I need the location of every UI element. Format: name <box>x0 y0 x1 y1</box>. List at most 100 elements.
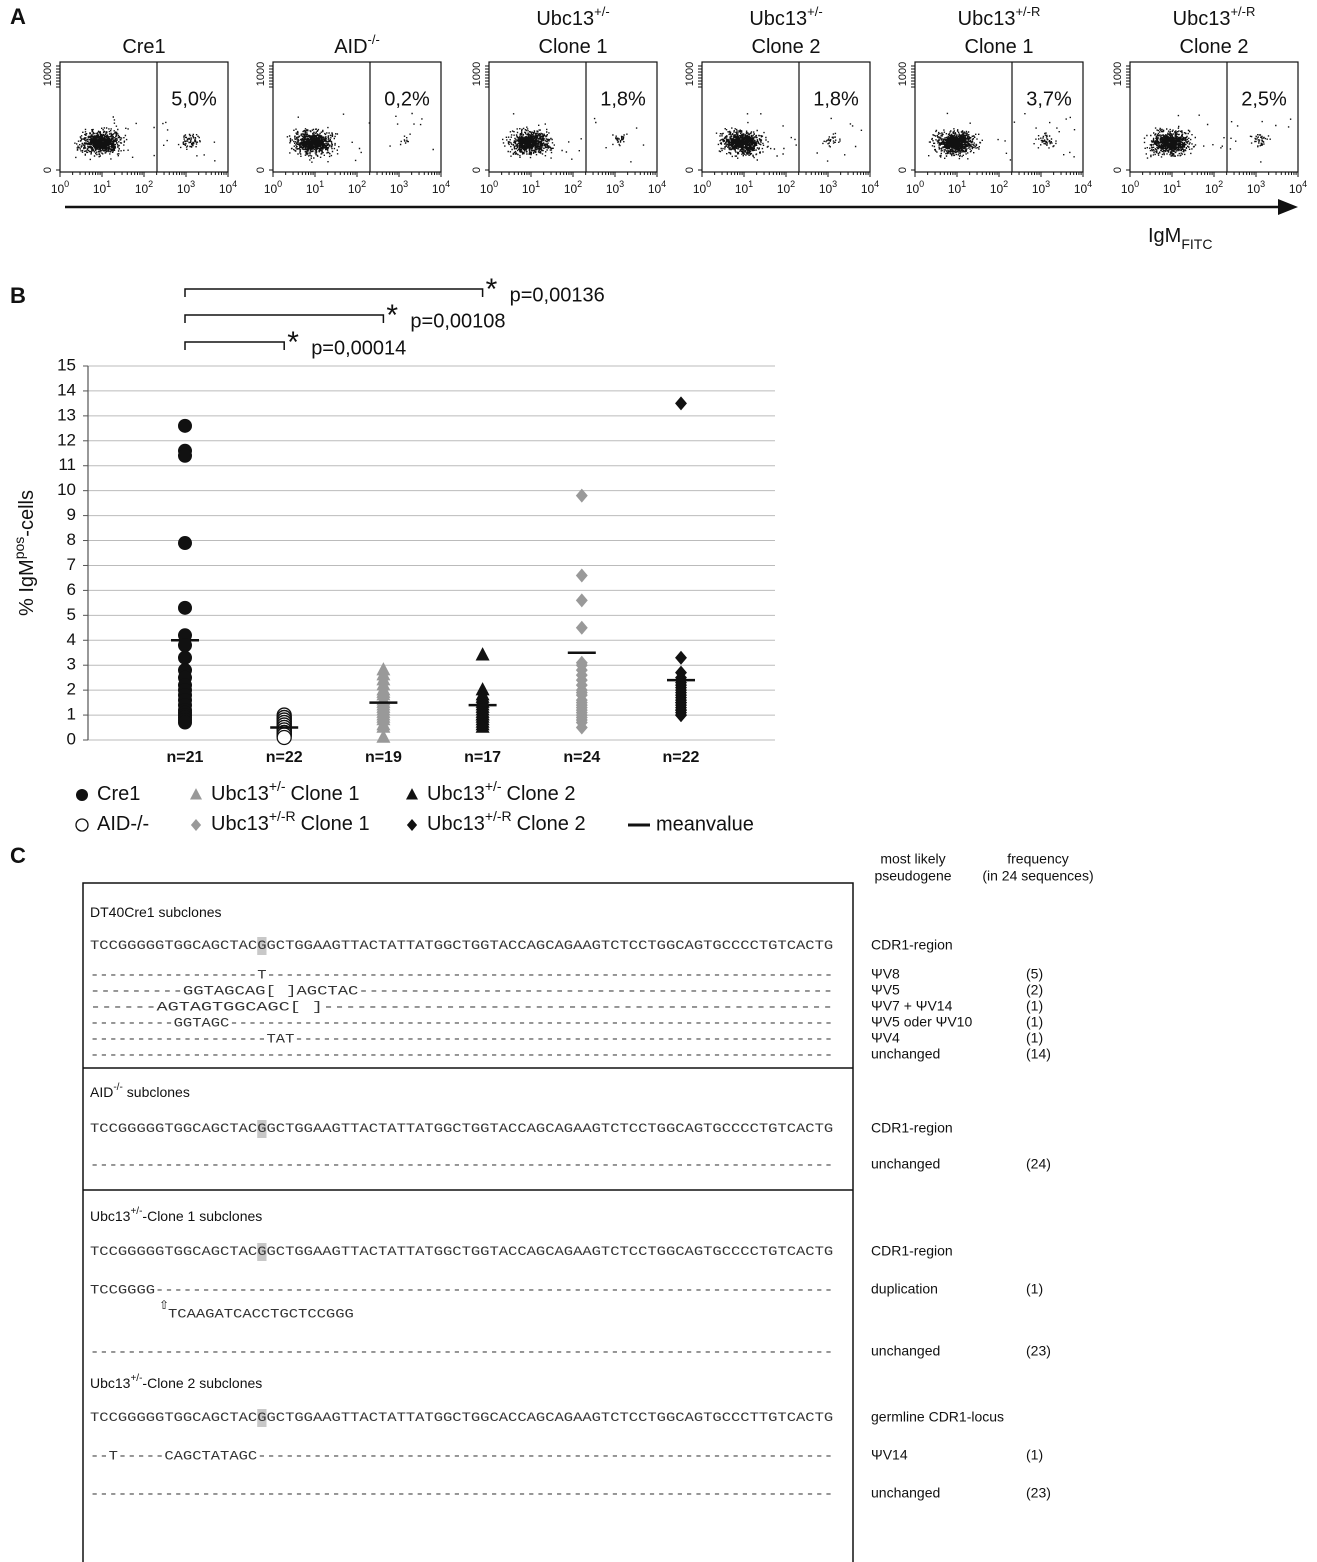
block-title-end: -Clone 2 subclones <box>142 1375 262 1391</box>
sequence-box <box>82 882 854 1562</box>
highlight <box>257 937 267 955</box>
plot-title-text: Ubc13 <box>958 8 1016 30</box>
point <box>178 600 192 615</box>
point <box>406 819 418 831</box>
point <box>376 719 391 733</box>
significance-bracket <box>184 314 385 323</box>
x-tick-base: 10 <box>948 182 962 196</box>
reference-sequence: TCCGGGGGTGGCAGCTAC GGCTGGAAGTTACTATTATGGC… <box>90 1244 833 1259</box>
legend-name-end: Clone 2 <box>507 783 576 805</box>
x-tick-exponent: 3 <box>1260 179 1265 189</box>
point <box>575 568 588 583</box>
sequence-part: TCCGGGGGTGGCAGCTAC <box>90 1121 257 1136</box>
frequency: (1) <box>1026 1030 1043 1046</box>
point <box>675 396 687 411</box>
event-dots <box>1143 114 1292 163</box>
pseudogene-label: duplication <box>871 1281 938 1297</box>
block-title-text: DT40Cre1 subclones <box>90 904 222 920</box>
x-tick-exponent: 0 <box>277 179 282 189</box>
pseudogene-label: CDR1-region <box>871 1120 953 1136</box>
y-tick-label: 1 <box>67 705 76 724</box>
x-tick-exponent: 2 <box>577 179 582 189</box>
variant-sequence: ------------------T---------------------… <box>90 967 833 982</box>
frequency: (23) <box>1026 1343 1051 1359</box>
sequence-part: TCCGGGGGTGGCAGCTAC <box>90 1410 257 1425</box>
x-tick-base: 10 <box>648 182 662 196</box>
plot-title-text: Ubc13 <box>536 8 594 30</box>
legend-name-sup: +/-R <box>269 808 296 824</box>
x-tick-base: 10 <box>219 182 233 196</box>
gate-percent: 2,5% <box>1241 88 1287 110</box>
point <box>75 818 89 832</box>
reference-sequence: TCCGGGGGTGGCAGCTAC GGCTGGAAGTTACTATTATGGC… <box>90 938 833 953</box>
y-tick-label: 12 <box>57 430 76 449</box>
block-title-end: subclones <box>127 1084 190 1100</box>
reference-sequence: TCCGGGGGTGGCAGCTAC GGCTGGAAGTTACTATTATGGC… <box>90 1410 833 1425</box>
x-tick-exponent: 3 <box>619 179 624 189</box>
x-tick-label: n=19 <box>365 749 402 766</box>
variant-sequence: ---------GGTAGCAG[ ]AGCTAC--------------… <box>90 983 833 998</box>
plot-title-text: Clone 1 <box>965 36 1034 58</box>
axis-label-text: IgM <box>1148 225 1181 247</box>
x-tick-label: 102 <box>135 179 153 196</box>
frequency: (23) <box>1026 1485 1051 1501</box>
x-tick-exponent: 2 <box>1218 179 1223 189</box>
p-value: p=0,00136 <box>510 284 605 306</box>
x-tick-label: 104 <box>1289 179 1307 196</box>
x-tick-exponent: 0 <box>706 179 711 189</box>
pseudogene-label: ΨV4 <box>871 1030 900 1046</box>
x-tick-exponent: 4 <box>1087 179 1092 189</box>
x-tick-base: 10 <box>93 182 107 196</box>
x-tick-label: 101 <box>948 179 966 196</box>
x-tick-label: 103 <box>1247 179 1265 196</box>
panel-label: C <box>10 843 26 868</box>
block-title-end: -Clone 1 subclones <box>142 1208 262 1224</box>
block-title: Ubc13+/--Clone 2 subclones <box>90 1373 262 1391</box>
significance-bracket <box>184 288 484 297</box>
x-tick-label: 101 <box>1163 179 1181 196</box>
y-tick-label: 1000 <box>684 62 696 86</box>
variant-sequence: ----------------------------------------… <box>90 1047 833 1062</box>
x-tick-label: 100 <box>51 179 69 196</box>
plot-title-text: Ubc13 <box>1173 8 1231 30</box>
y-tick-label: 8 <box>67 530 76 549</box>
point <box>575 593 588 608</box>
x-tick-base: 10 <box>1289 182 1303 196</box>
variant-sequence: ------AGTAGTGGCAGC[ ]-------------------… <box>90 999 833 1014</box>
plot-title: Ubc13+/- <box>536 4 609 30</box>
x-tick-label: 104 <box>648 179 666 196</box>
pseudogene-label: unchanged <box>871 1156 940 1172</box>
x-tick-label: 103 <box>1032 179 1050 196</box>
legend-name-end: Clone 1 <box>291 783 360 805</box>
x-tick-label: 101 <box>735 179 753 196</box>
highlight <box>257 1409 267 1427</box>
variant-sequence: ----------------------------------------… <box>90 1157 833 1172</box>
variant-sequence: TCCGGGG---------------------------------… <box>90 1282 833 1297</box>
significance-bracket <box>184 341 285 350</box>
column-header: pseudogene <box>874 868 951 884</box>
x-tick-exponent: 2 <box>1003 179 1008 189</box>
sequence-part: TCCGGGGGTGGCAGCTAC <box>90 938 257 953</box>
pseudogene-label: ΨV7 + ΨV14 <box>871 998 953 1014</box>
y-tick-label: 0 <box>1112 167 1124 173</box>
x-tick-base: 10 <box>522 182 536 196</box>
plot-title-sup: -/- <box>368 32 380 47</box>
y-tick-label: 1000 <box>471 62 483 86</box>
insert-sequence: TCAAGATCACCTGCTCCGGG <box>168 1306 354 1321</box>
x-tick-label: 103 <box>390 179 408 196</box>
x-tick-base: 10 <box>1032 182 1046 196</box>
x-tick-base: 10 <box>777 182 791 196</box>
block-title-sup: -/- <box>113 1082 122 1093</box>
column-header: (in 24 sequences) <box>982 868 1093 884</box>
plot-title-text: Cre1 <box>122 36 165 58</box>
x-tick-base: 10 <box>693 182 707 196</box>
y-tick-label: 1000 <box>255 62 267 86</box>
plot-title: Clone 1 <box>539 36 608 58</box>
pseudogene-label: CDR1-region <box>871 937 953 953</box>
sequence-part: GCTGGAAGTTACTATTATGGCTGGCACCAGCAGAAGTCTC… <box>267 1410 834 1425</box>
sequence-part: G <box>257 1410 266 1425</box>
x-tick-base: 10 <box>1163 182 1177 196</box>
point <box>178 638 192 653</box>
plot-title-text: Clone 2 <box>752 36 821 58</box>
